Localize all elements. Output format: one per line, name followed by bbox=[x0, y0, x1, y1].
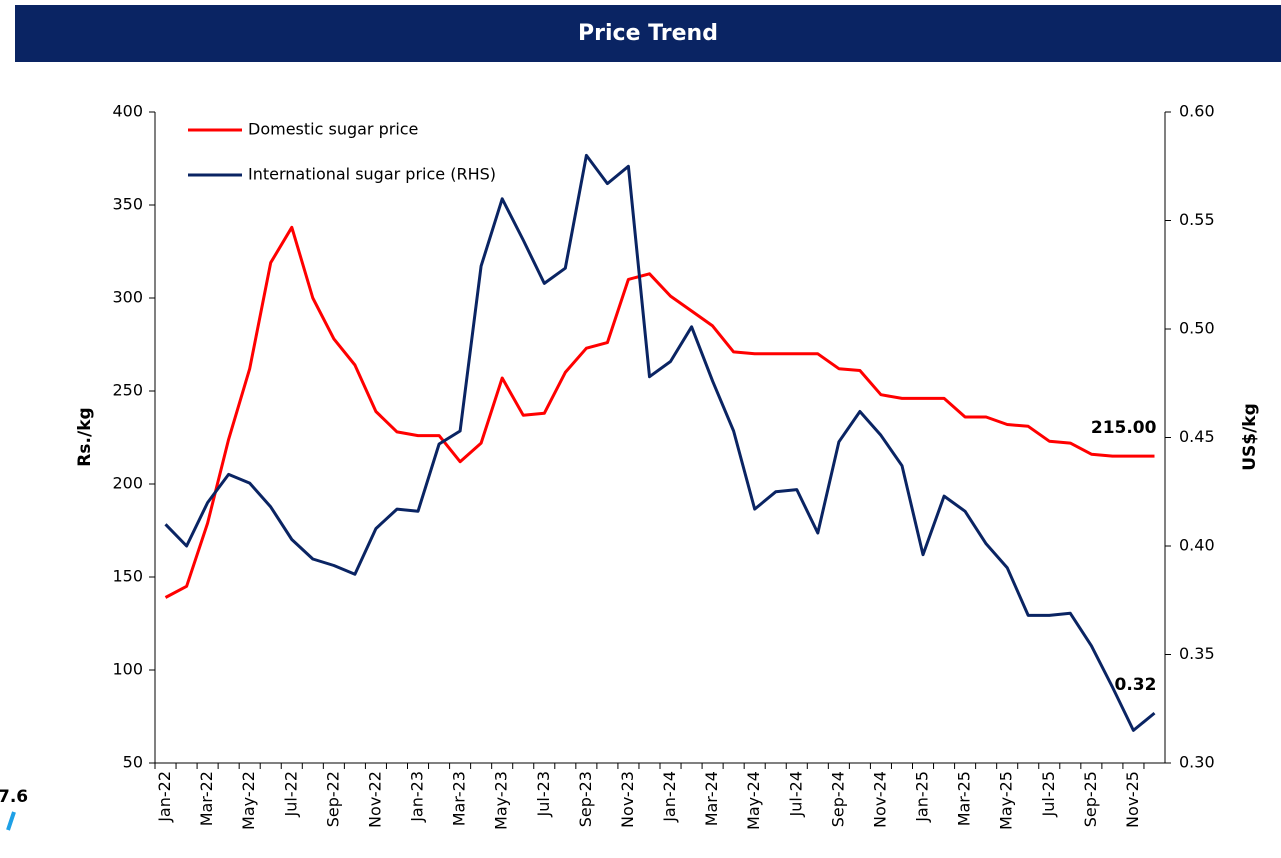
value-label: 0.32 bbox=[1115, 675, 1157, 695]
y2-tick-label: 0.30 bbox=[1179, 753, 1215, 772]
value-label: 215.00 bbox=[1091, 418, 1157, 438]
y-tick-label: 50 bbox=[123, 753, 143, 772]
x-tick-label: Nov-23 bbox=[618, 771, 637, 828]
x-tick-label: Nov-22 bbox=[365, 771, 384, 828]
y-tick-label: 200 bbox=[112, 474, 143, 493]
y2-tick-label: 0.55 bbox=[1179, 210, 1215, 229]
x-tick-label: Nov-24 bbox=[870, 771, 889, 828]
side-fragment-mark bbox=[6, 811, 16, 831]
y-tick-label: 400 bbox=[112, 102, 143, 121]
x-tick-label: Nov-25 bbox=[1123, 771, 1142, 828]
legend-label: International sugar price (RHS) bbox=[248, 165, 496, 184]
y-axis-label: Rs./kg bbox=[75, 407, 95, 466]
series-line bbox=[164, 225, 1155, 599]
x-tick-label: Jan-23 bbox=[408, 771, 427, 823]
y-tick-label: 100 bbox=[112, 660, 143, 679]
y2-tick-label: 0.45 bbox=[1179, 427, 1215, 446]
x-tick-label: May-22 bbox=[239, 771, 258, 830]
y-tick-label: 350 bbox=[112, 195, 143, 214]
y2-axis-label: US$/kg bbox=[1240, 403, 1260, 471]
x-tick-label: Mar-22 bbox=[197, 771, 216, 826]
x-tick-label: Sep-24 bbox=[828, 771, 847, 827]
x-tick-label: May-24 bbox=[744, 771, 763, 830]
legend-label: Domestic sugar price bbox=[248, 120, 418, 139]
x-tick-label: Mar-24 bbox=[702, 771, 721, 826]
x-tick-label: Jul-23 bbox=[534, 771, 553, 817]
x-tick-label: Jan-22 bbox=[155, 771, 174, 823]
chart-title: Price Trend bbox=[578, 21, 718, 46]
x-tick-label: Sep-23 bbox=[576, 771, 595, 827]
x-tick-label: Jan-25 bbox=[913, 771, 932, 823]
y2-tick-label: 0.40 bbox=[1179, 536, 1215, 555]
x-tick-label: Jul-25 bbox=[1039, 771, 1058, 817]
y2-tick-label: 0.35 bbox=[1179, 644, 1215, 663]
x-tick-label: May-23 bbox=[492, 771, 511, 830]
x-tick-label: Sep-25 bbox=[1081, 771, 1100, 827]
x-tick-label: Jul-22 bbox=[281, 771, 300, 817]
series-line bbox=[164, 153, 1156, 732]
x-tick-label: Sep-22 bbox=[323, 771, 342, 827]
x-tick-label: May-25 bbox=[997, 771, 1016, 830]
x-tick-label: Mar-23 bbox=[450, 771, 469, 826]
x-tick-label: Mar-25 bbox=[955, 771, 974, 826]
y-tick-label: 250 bbox=[112, 381, 143, 400]
y2-tick-label: 0.60 bbox=[1179, 102, 1215, 121]
y2-tick-label: 0.50 bbox=[1179, 319, 1215, 338]
side-fragment: 7.6 bbox=[0, 787, 28, 807]
title-banner bbox=[15, 5, 1281, 62]
y-tick-label: 300 bbox=[112, 288, 143, 307]
x-tick-label: Jan-24 bbox=[660, 771, 679, 823]
y-tick-label: 150 bbox=[112, 567, 143, 586]
x-tick-label: Jul-24 bbox=[786, 771, 805, 817]
